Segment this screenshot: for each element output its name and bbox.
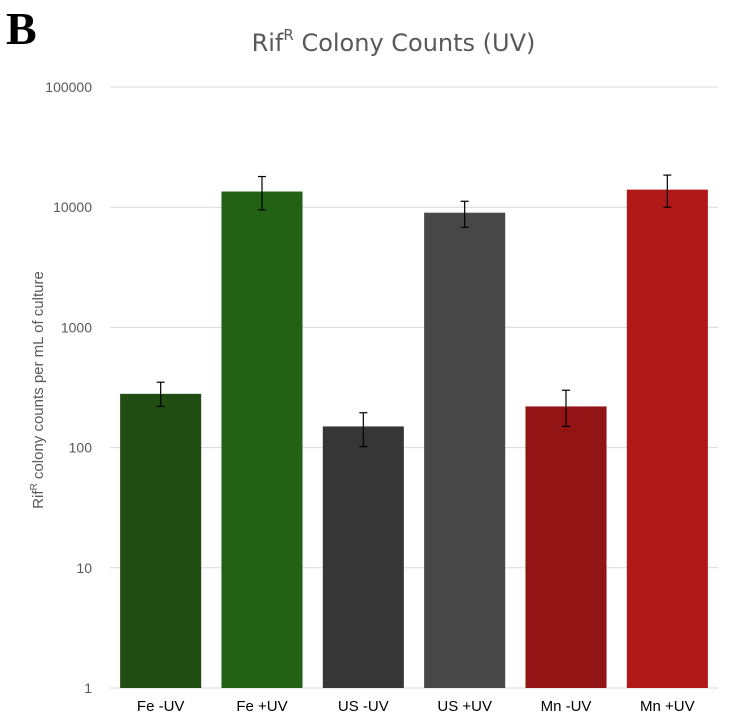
bar-mn-uv — [626, 189, 708, 688]
x-tick-labels: Fe -UV Fe +UV US -UV US +UV Mn -UV Mn +UV — [137, 698, 695, 715]
x-tick-label: Fe -UV — [137, 698, 185, 715]
error-bar — [156, 381, 165, 408]
chart-title-rest: Colony Counts (UV) — [293, 29, 536, 57]
x-tick-label: US +UV — [437, 698, 492, 715]
bars — [120, 189, 708, 688]
y-tick-labels: 1 10 100 1000 10000 100000 — [45, 79, 92, 696]
error-bar — [258, 175, 266, 211]
y-tick-label: 1000 — [61, 319, 92, 335]
chart-title: RifR Colony Counts (UV) — [0, 26, 747, 57]
error-bar — [562, 389, 570, 428]
error-bar — [359, 412, 368, 448]
chart-title-main: Rif — [251, 29, 284, 57]
y-tick-label: 100 — [69, 440, 93, 456]
bar-mn-uv — [525, 406, 607, 688]
y-tick-label: 10000 — [53, 199, 92, 215]
x-tick-label: Mn +UV — [640, 698, 695, 715]
x-tick-label: Mn -UV — [541, 698, 592, 715]
y-tick-label: 10 — [76, 560, 92, 576]
bar-fe-uv — [120, 393, 202, 688]
error-bars — [156, 174, 672, 448]
chart-title-superscript: R — [283, 26, 294, 44]
bar-fe-uv — [221, 191, 303, 688]
bar-us-uv — [424, 212, 506, 688]
y-tick-label: 1 — [84, 680, 92, 696]
error-bar — [663, 174, 672, 208]
x-tick-label: US -UV — [338, 698, 389, 715]
error-bar — [460, 200, 469, 228]
bar-us-uv — [322, 426, 404, 688]
gridlines — [110, 86, 718, 689]
y-tick-label: 100000 — [45, 79, 92, 95]
panel-letter: B — [6, 3, 37, 54]
x-tick-label: Fe +UV — [236, 698, 287, 715]
